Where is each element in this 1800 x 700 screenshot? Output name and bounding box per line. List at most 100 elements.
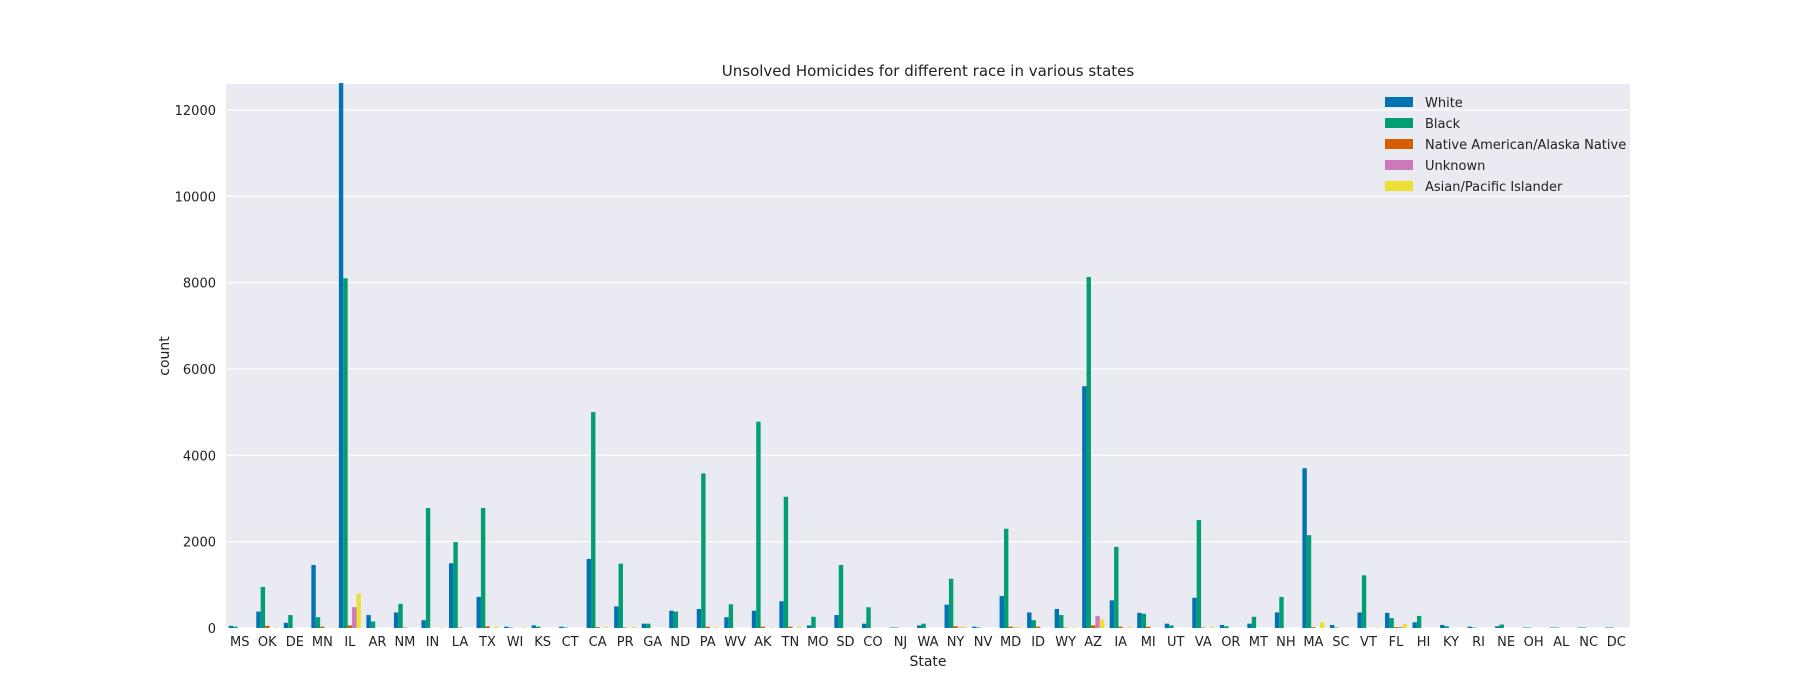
bar	[1357, 612, 1362, 628]
chart-title: Unsolved Homicides for different race in…	[722, 62, 1135, 80]
bar	[779, 601, 784, 628]
x-tick-label: HI	[1417, 635, 1431, 650]
bar	[1416, 615, 1422, 628]
x-tick-label: NH	[1276, 635, 1296, 650]
x-tick-label: IL	[344, 635, 356, 650]
bar	[1141, 613, 1147, 628]
x-tick-label: MO	[807, 635, 828, 650]
bar	[480, 507, 486, 628]
x-tick-label: WA	[917, 635, 938, 650]
y-tick-label: 2000	[183, 536, 216, 551]
bar	[1274, 612, 1280, 628]
bar	[724, 617, 729, 628]
x-tick-label: WV	[724, 635, 746, 650]
y-tick-label: 12000	[175, 104, 216, 119]
bar	[811, 616, 816, 628]
bar	[504, 626, 509, 628]
x-tick-label: MI	[1141, 635, 1156, 650]
bar	[283, 622, 289, 628]
y-tick-label: 0	[208, 622, 216, 637]
bar	[1127, 627, 1132, 628]
bar	[1224, 626, 1229, 628]
bar	[1031, 620, 1036, 628]
x-tick-label: WI	[507, 635, 524, 650]
bar	[669, 610, 674, 628]
x-tick-label: NM	[394, 635, 415, 650]
x-tick-label: NE	[1497, 635, 1515, 650]
bar	[1082, 386, 1087, 628]
bar	[559, 626, 564, 628]
y-tick-label: 6000	[183, 363, 216, 378]
bar	[1251, 616, 1257, 628]
bar	[485, 626, 490, 628]
bar	[944, 604, 949, 628]
x-tick-label: CA	[589, 635, 607, 650]
bar	[586, 558, 592, 628]
bar	[641, 623, 647, 628]
bar	[618, 563, 623, 628]
x-tick-label: AK	[754, 635, 772, 650]
bar	[1402, 624, 1408, 628]
bar	[256, 611, 261, 628]
bar	[1137, 612, 1142, 628]
bar	[788, 626, 793, 628]
x-tick-label: OH	[1524, 635, 1544, 650]
x-tick-label: PR	[617, 635, 634, 650]
bar	[1099, 619, 1105, 628]
bar	[343, 278, 348, 628]
legend-label: Asian/Pacific Islander	[1425, 180, 1563, 195]
bar	[796, 627, 802, 628]
x-tick-label: PA	[700, 635, 716, 650]
bar	[393, 612, 399, 628]
x-tick-label: VT	[1360, 635, 1377, 650]
x-tick-label: CT	[562, 635, 579, 650]
bar	[425, 507, 431, 628]
x-tick-label: KS	[534, 635, 551, 650]
bar	[1444, 626, 1449, 628]
bar	[476, 596, 481, 628]
gridlines	[226, 109, 1630, 629]
x-tick-label: OK	[258, 635, 277, 650]
bar	[595, 627, 600, 628]
bar	[1209, 627, 1215, 628]
bar	[834, 615, 839, 628]
bar	[1311, 627, 1316, 628]
bar	[631, 627, 637, 628]
bar	[604, 627, 609, 628]
bar	[1302, 468, 1307, 628]
x-tick-label: KY	[1443, 635, 1459, 650]
x-tick-label: MD	[1000, 635, 1021, 650]
bar	[866, 607, 871, 628]
bar	[1095, 615, 1100, 628]
bar	[448, 563, 454, 628]
bar	[1109, 600, 1115, 628]
y-tick-label: 4000	[183, 449, 216, 464]
legend-swatch	[1385, 139, 1413, 149]
x-tick-label: TX	[478, 635, 496, 650]
bar	[953, 626, 958, 628]
x-tick-label: GA	[643, 635, 662, 650]
bar	[228, 625, 234, 628]
bar	[352, 607, 357, 628]
bar	[591, 412, 596, 628]
bar	[1389, 618, 1394, 628]
bar	[756, 421, 761, 628]
bar	[1306, 535, 1312, 628]
bar	[233, 626, 238, 628]
x-tick-label: NC	[1579, 635, 1598, 650]
bar	[1467, 626, 1472, 628]
x-tick-label: AR	[368, 635, 386, 650]
bar	[962, 626, 967, 628]
bar	[1086, 276, 1091, 628]
y-tick-label: 8000	[183, 277, 216, 292]
bar	[311, 564, 316, 628]
bar	[1169, 625, 1174, 628]
x-tick-label: CO	[863, 635, 882, 650]
bar	[948, 578, 954, 628]
bar	[1495, 626, 1500, 628]
bar	[1384, 612, 1390, 628]
legend-swatch	[1385, 97, 1413, 107]
bar	[1247, 623, 1252, 628]
bar	[1196, 520, 1202, 628]
